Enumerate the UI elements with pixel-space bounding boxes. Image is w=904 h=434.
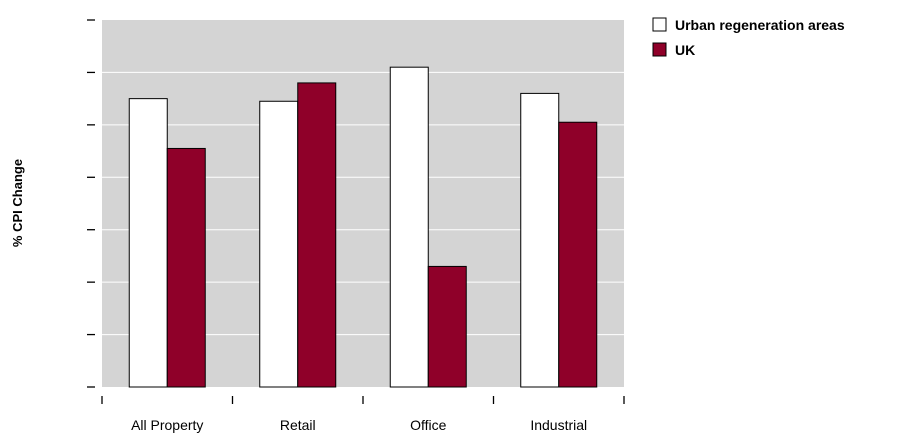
bar-urban-regeneration-industrial — [520, 92, 560, 388]
x-tick-label: All Property — [131, 417, 203, 433]
x-tick-label: Retail — [280, 417, 316, 433]
bar-uk-industrial — [558, 121, 598, 388]
bar-urban-regeneration-retail — [259, 100, 299, 388]
bar-uk-office — [427, 265, 467, 388]
y-axis-ticks — [87, 19, 95, 388]
x-tick-label: Office — [410, 417, 447, 433]
bar-urban-regeneration-all-property — [128, 98, 168, 388]
legend-label: Urban regeneration areas — [675, 17, 845, 33]
bar-urban-regeneration-office — [389, 66, 429, 388]
legend-label: UK — [675, 42, 695, 58]
legend: Urban regeneration areas UK — [652, 17, 845, 58]
bar-uk-retail — [297, 82, 337, 388]
x-tick-label: Industrial — [530, 417, 587, 433]
bars — [128, 66, 598, 388]
legend-swatch — [652, 17, 667, 32]
y-axis-label: % CPI Change — [10, 159, 25, 247]
legend-swatch — [652, 42, 667, 57]
bar-uk-all-property — [166, 147, 206, 388]
x-axis: All Property Retail Office Industrial — [101, 396, 625, 433]
